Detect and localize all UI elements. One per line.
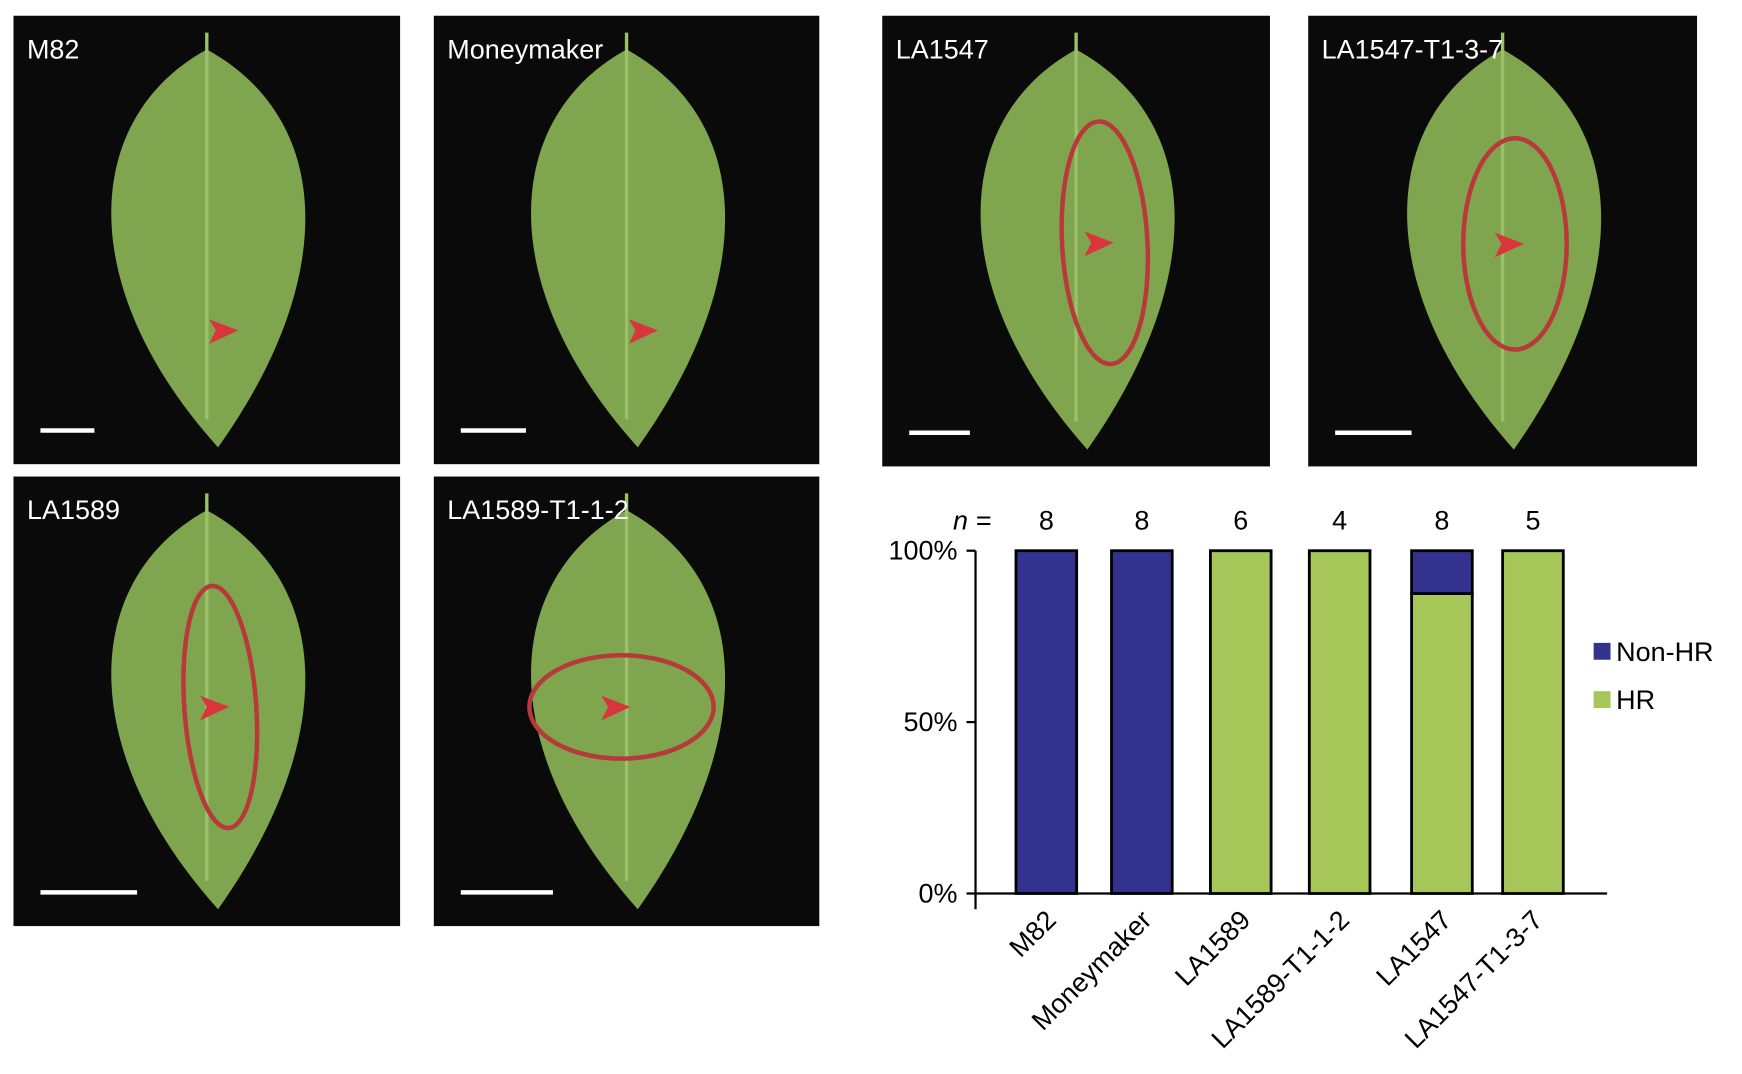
legend-swatch	[1593, 642, 1611, 660]
n-value: 8	[1039, 505, 1054, 535]
arrowhead	[209, 319, 239, 344]
lesion-ring	[1059, 119, 1151, 367]
bar-segment	[1209, 549, 1273, 895]
n-value: 8	[1134, 505, 1149, 535]
photo-panel: LA1547	[882, 15, 1270, 467]
panel-label: LA1589	[27, 495, 120, 525]
x-tick-label: M82	[1003, 905, 1061, 963]
photo-panel: M82	[13, 15, 401, 465]
panel-label: LA1547-T1-3-7	[1322, 34, 1503, 64]
photo-panel: LA1589-T1-1-2	[433, 476, 820, 927]
panel-label: LA1589-T1-1-2	[447, 495, 628, 525]
photo-panel: Moneymaker	[433, 15, 820, 465]
photo-panel: LA1589	[13, 476, 401, 927]
arrowhead	[200, 695, 230, 721]
n-value: 4	[1332, 505, 1347, 535]
n-value: 8	[1434, 505, 1449, 535]
bar-segment	[1501, 549, 1565, 895]
lesion-ring	[181, 583, 260, 831]
panel-label: LA1547	[896, 34, 989, 64]
y-tick-label: 100%	[889, 536, 958, 566]
photo-panel: LA1547-T1-3-7	[1308, 15, 1698, 467]
panel-label: M82	[27, 34, 79, 64]
n-value: 6	[1233, 505, 1248, 535]
arrowhead	[628, 319, 659, 344]
bar-segment	[1307, 549, 1372, 895]
x-tick-label: LA1589	[1169, 905, 1256, 992]
n-value: 5	[1525, 505, 1540, 535]
y-tick-label: 50%	[904, 707, 958, 737]
arrowhead	[1494, 232, 1524, 258]
bar-segment	[1110, 549, 1174, 895]
arrowhead	[601, 695, 631, 721]
bar-segment	[1410, 592, 1474, 895]
legend-swatch	[1593, 691, 1611, 709]
lesion-ring	[1461, 136, 1569, 352]
n-label: n =	[953, 505, 991, 535]
x-tick-label: LA1547	[1370, 905, 1457, 992]
legend-label: Non-HR	[1616, 637, 1713, 667]
panel-label: Moneymaker	[447, 34, 603, 64]
bar-segment	[1410, 549, 1474, 595]
lesion-ring	[527, 652, 716, 761]
legend-label: HR	[1616, 685, 1655, 715]
bar-segment	[1014, 549, 1079, 895]
arrowhead	[1084, 231, 1114, 257]
y-tick-label: 0%	[919, 878, 958, 908]
